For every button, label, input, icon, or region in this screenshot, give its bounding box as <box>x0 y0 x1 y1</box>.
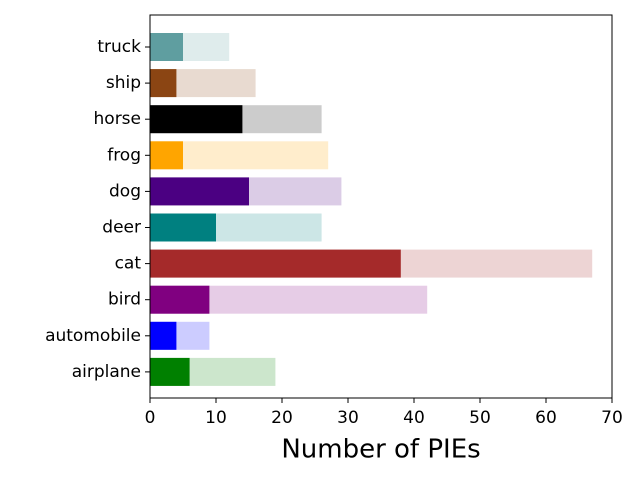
bar <box>150 213 216 242</box>
x-tick-label: 70 <box>601 408 623 428</box>
x-tick-label: 30 <box>337 408 359 428</box>
bar <box>150 285 210 314</box>
y-tick-label: automobile <box>45 326 141 346</box>
y-tick-label: dog <box>109 181 141 201</box>
x-tick-label: 50 <box>469 408 491 428</box>
x-tick-label: 10 <box>205 408 227 428</box>
y-tick-label: cat <box>115 254 142 274</box>
bar <box>150 249 401 278</box>
bar <box>150 177 249 206</box>
x-tick-label: 60 <box>535 408 557 428</box>
y-tick-label: airplane <box>72 362 141 382</box>
y-tick-label: truck <box>97 37 141 57</box>
y-tick-label: frog <box>107 145 141 165</box>
x-tick-label: 0 <box>145 408 156 428</box>
plot-area <box>150 33 593 386</box>
y-tick-label: bird <box>108 290 141 310</box>
bar <box>150 105 243 134</box>
bar <box>150 69 177 98</box>
y-tick-label: horse <box>94 109 141 129</box>
x-tick-label: 40 <box>403 408 425 428</box>
bar <box>150 321 177 350</box>
axes-frame <box>149 14 613 399</box>
bar <box>150 33 183 61</box>
y-tick-label: ship <box>106 73 141 93</box>
y-tick-label: deer <box>102 218 141 238</box>
bar <box>150 357 190 386</box>
x-axis-title: Number of PIEs <box>281 435 480 465</box>
x-tick-label: 20 <box>271 408 293 428</box>
bar <box>150 141 183 170</box>
